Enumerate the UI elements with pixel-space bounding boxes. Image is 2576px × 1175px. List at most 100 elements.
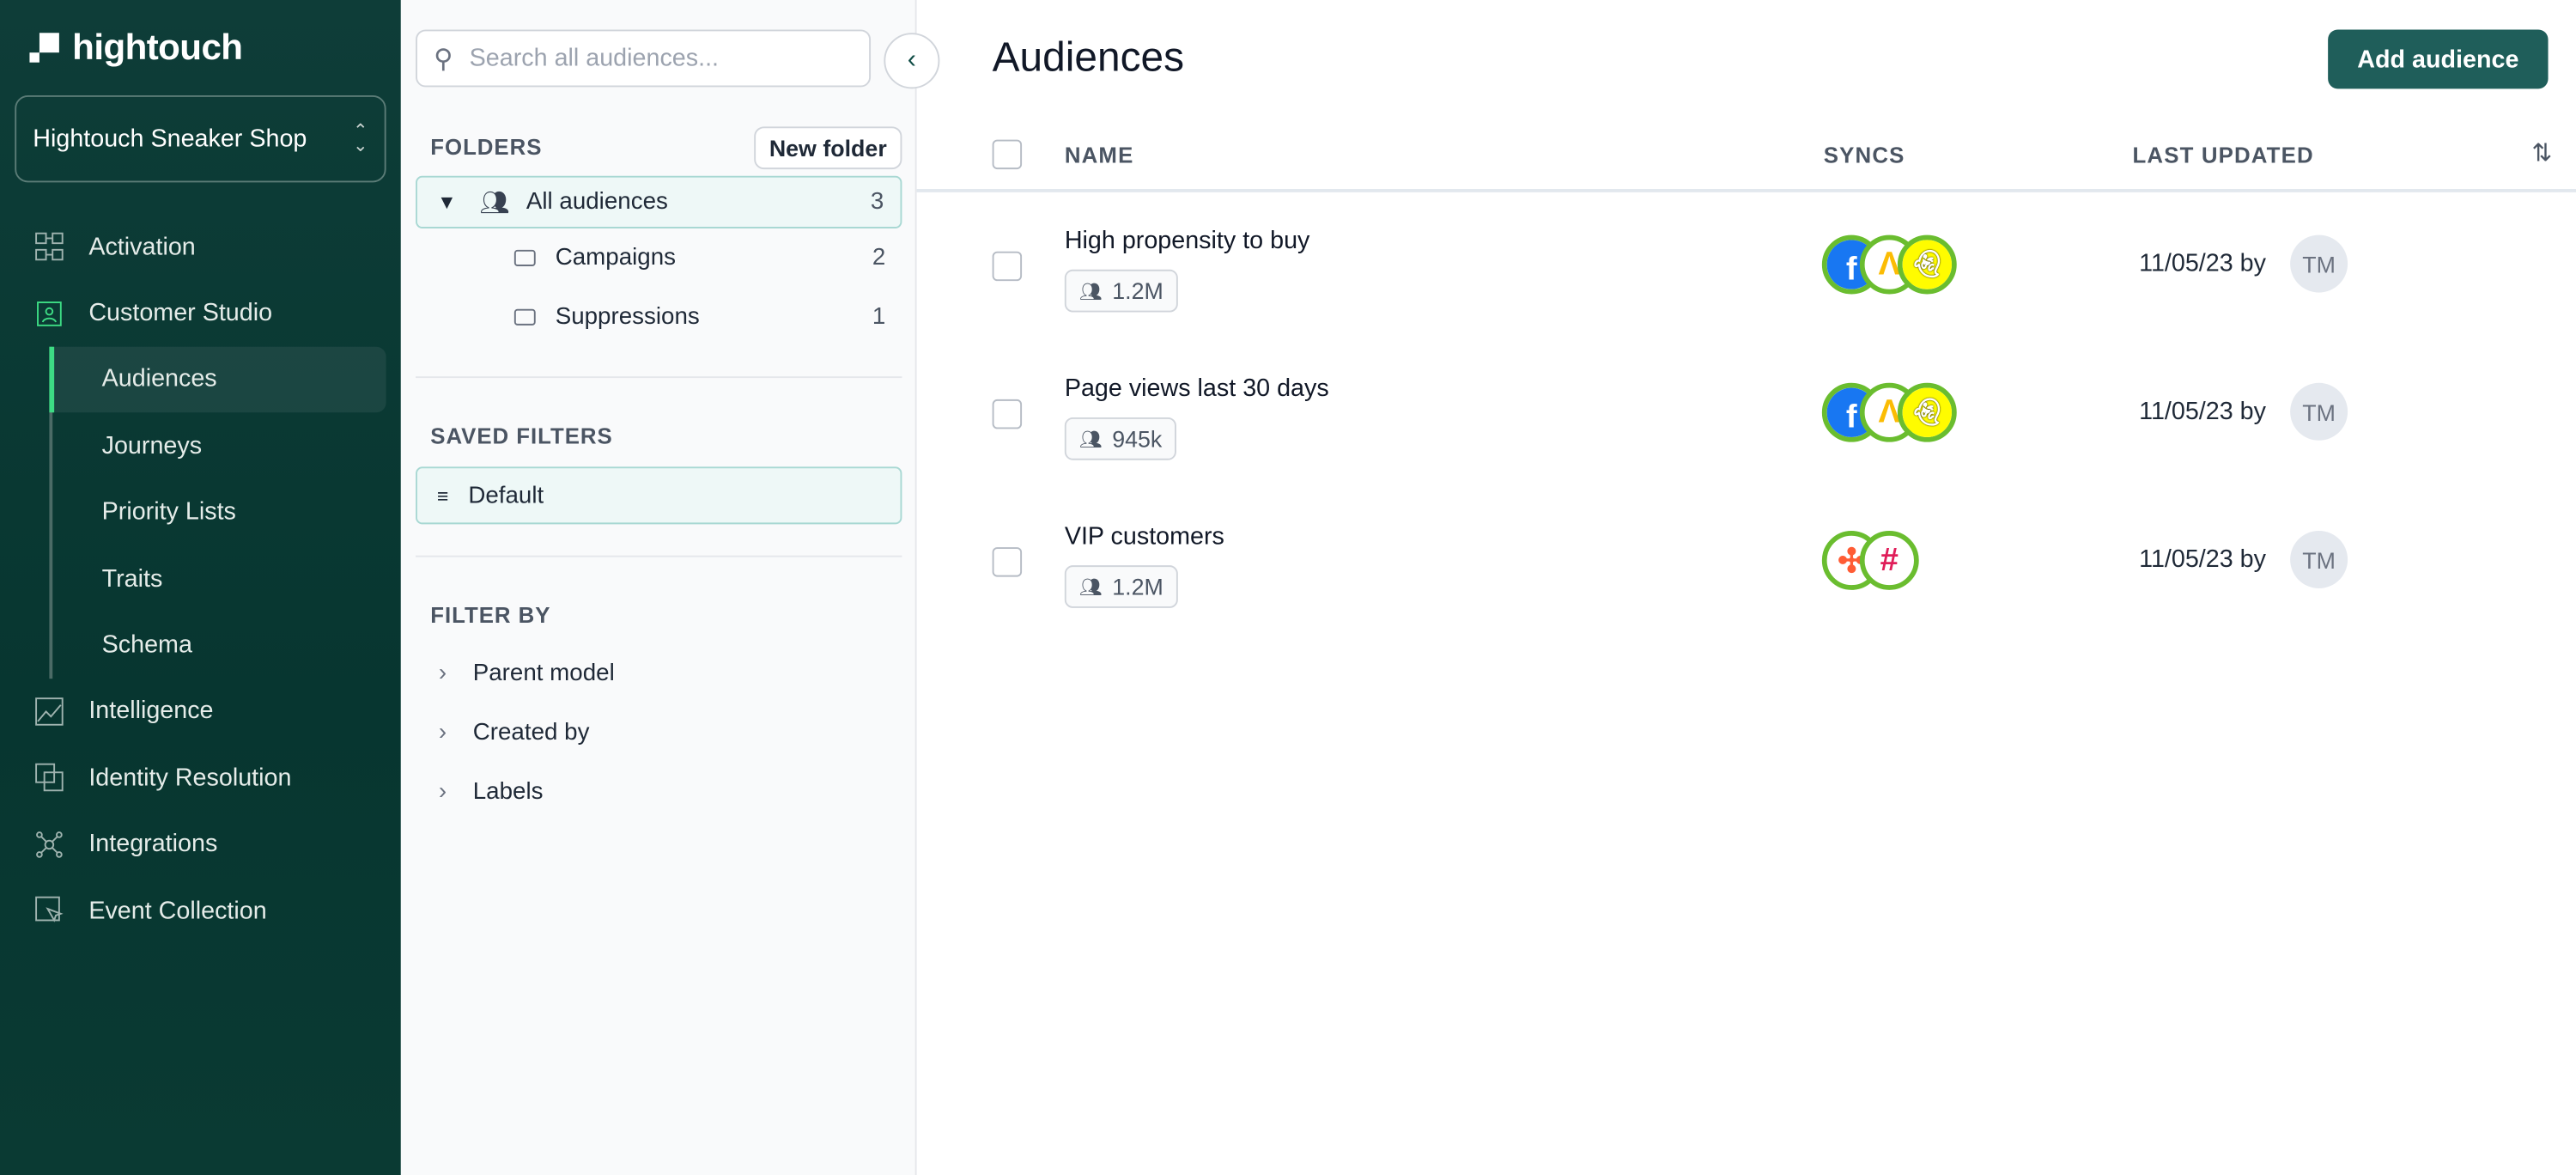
filter-created-by[interactable]: › Created by [416,707,902,759]
chevron-right-icon: › [438,720,447,746]
subnav-label: Journeys [101,431,203,460]
google-ads-icon: Λ [1878,246,1901,283]
audience-size: 945k [1112,425,1163,453]
row-checkbox[interactable] [992,399,1023,429]
filter-labels[interactable]: › Labels [416,766,902,819]
sync-destinations[interactable]: ✣ # [1821,530,1919,590]
google-ads-icon: Λ [1878,393,1901,430]
nav-label: Integrations [88,830,218,859]
subnav-item-journeys[interactable]: Journeys [49,413,400,479]
nav-item-identity-resolution[interactable]: Identity Resolution [0,745,401,811]
new-folder-button[interactable]: New folder [754,126,902,170]
filter-icon: ≡ [436,484,449,508]
nav-item-integrations[interactable]: Integrations [0,811,401,877]
users-icon: 👥︎ [1079,429,1103,450]
search-placeholder: Search all audiences... [469,44,720,73]
subnav-label: Priority Lists [101,498,236,527]
nav-label: Activation [88,233,196,261]
audience-size-badge: 👥︎ 1.2M [1064,269,1179,313]
slack-icon: # [1880,541,1899,578]
column-syncs: SYNCS [1823,143,1905,168]
workspace-name: Hightouch Sneaker Shop [33,125,307,153]
audience-size-badge: 👥︎ 945k [1064,417,1177,460]
folder-suppressions[interactable]: Suppressions 1 [416,291,902,344]
row-checkbox[interactable] [992,547,1023,577]
audiences-main: Audiences Add audience NAME SYNCS LAST U… [916,0,2576,1175]
event-collection-icon [35,896,64,922]
activation-icon [35,233,64,261]
folder-count: 2 [872,245,886,271]
hightouch-logo[interactable]: hightouch [29,26,243,70]
subnav-label: Traits [101,564,163,594]
folder-label: Suppressions [555,303,700,331]
row-checkbox[interactable] [992,251,1023,282]
workspace-selector[interactable]: Hightouch Sneaker Shop ⌃ ⌄ [15,94,386,183]
audience-row[interactable]: High propensity to buy 👥︎ 1.2M f Λ 👻︎ 11/05… [917,194,2576,342]
customer-studio-subnav: Audiences Journeys Priority Lists Traits… [49,346,400,679]
search-input[interactable]: ⚲ Search all audiences... [416,29,872,88]
audience-size: 1.2M [1112,277,1163,304]
intelligence-icon [35,697,64,726]
chevron-left-icon: ‹ [907,46,916,75]
audience-row[interactable]: VIP customers 👥︎ 1.2M ✣ # 11/05/23 by TM [917,490,2576,637]
audience-name[interactable]: High propensity to buy [1064,227,1310,255]
snapchat-icon: 👻︎ [1902,387,1953,437]
sort-icon[interactable]: ⇅ [2531,139,2553,168]
sync-logo: 👻︎ [1897,234,1957,295]
chevron-right-icon: › [438,778,447,806]
folder-all-audiences[interactable]: ▼ 👥︎ All audiences 3 [416,175,902,228]
folder-label: Campaigns [555,245,677,271]
subnav-item-traits[interactable]: Traits [49,545,400,612]
avatar: TM [2290,382,2348,441]
collapse-panel-button[interactable]: ‹ [884,33,940,89]
audience-size: 1.2M [1112,573,1163,600]
chevron-up-down-icon: ⌃ ⌄ [352,120,368,155]
audience-row[interactable]: Page views last 30 days 👥︎ 945k f Λ 👻︎ 11/0… [917,342,2576,490]
logo-icon [29,33,59,63]
audience-name[interactable]: Page views last 30 days [1064,374,1329,403]
nav-label: Customer Studio [88,299,273,327]
brand-name: hightouch [72,26,243,68]
filter-label: Parent model [472,661,615,687]
avatar: TM [2290,234,2348,293]
folder-label: All audiences [526,189,668,216]
avatar: TM [2290,530,2348,588]
filter-by-heading: FILTER BY [430,603,551,628]
subnav-label: Schema [101,630,192,660]
folders-panel: ⚲ Search all audiences... ‹ FOLDERS New … [400,0,940,1175]
chevron-down-icon: ▼ [436,190,457,214]
page-title: Audiences [992,34,1185,81]
divider [416,555,902,557]
subnav-item-audiences[interactable]: Audiences [49,346,386,414]
nav-label: Event Collection [88,896,267,925]
users-icon: 👥︎ [1079,282,1103,302]
column-last-updated[interactable]: LAST UPDATED [2132,143,2314,168]
search-icon: ⚲ [434,45,453,74]
folder-count: 3 [870,189,884,216]
folder-campaigns[interactable]: Campaigns 2 [416,232,902,284]
sync-destinations[interactable]: f Λ 👻︎ [1821,382,1957,442]
saved-filter-default[interactable]: ≡ Default [416,466,902,525]
subnav-item-schema[interactable]: Schema [49,612,400,678]
nav-item-intelligence[interactable]: Intelligence [0,679,401,745]
audience-size-badge: 👥︎ 1.2M [1064,565,1179,608]
column-name[interactable]: NAME [1064,143,1134,168]
nav-item-activation[interactable]: Activation [0,214,401,280]
saved-filter-label: Default [468,482,544,509]
filter-label: Created by [472,720,590,746]
chevron-right-icon: › [438,661,447,687]
sync-destinations[interactable]: f Λ 👻︎ [1821,234,1957,295]
nav-item-customer-studio[interactable]: Customer Studio [0,280,401,346]
subnav-item-priority-lists[interactable]: Priority Lists [49,479,400,545]
last-updated: 11/05/23 by [2139,249,2267,278]
filter-label: Labels [472,778,544,806]
select-all-checkbox[interactable] [992,139,1023,170]
folder-icon [513,308,536,326]
users-icon: 👥︎ [1079,577,1103,598]
audience-name[interactable]: VIP customers [1064,522,1224,551]
filter-parent-model[interactable]: › Parent model [416,648,902,700]
nav-item-event-collection[interactable]: Event Collection [0,878,401,944]
users-icon: 👥︎ [479,189,510,216]
add-audience-button[interactable]: Add audience [2328,29,2549,89]
customer-studio-icon [37,301,62,326]
